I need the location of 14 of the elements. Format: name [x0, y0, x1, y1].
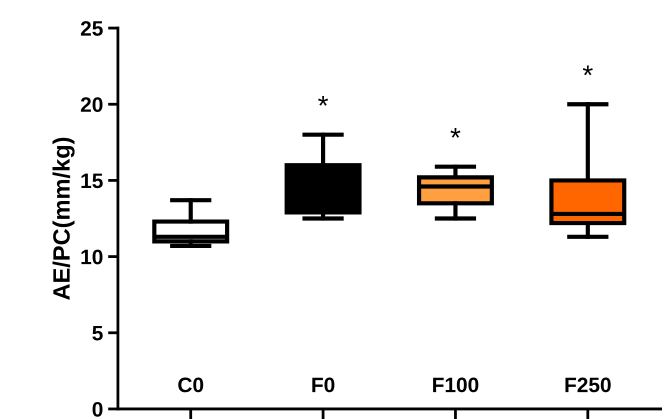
- x-tick-label: C0: [178, 378, 204, 392]
- y-tick-label: 0: [92, 402, 102, 417]
- x-tick-label: F100: [433, 378, 478, 392]
- y-axis-title: AE/PC(mm/kg): [52, 138, 75, 300]
- y-tick-label: 25: [80, 21, 103, 36]
- annotation: *: [582, 65, 593, 76]
- x-tick-label: F0: [312, 378, 334, 392]
- y-tick-label: 5: [92, 326, 103, 341]
- annotation: *: [450, 128, 460, 138]
- y-tick-label: 10: [81, 250, 102, 264]
- x-tick-label: F250: [565, 378, 611, 392]
- y-tick-label: 15: [81, 174, 103, 188]
- y-tick-label: 20: [80, 97, 102, 112]
- annotation: *: [318, 96, 328, 106]
